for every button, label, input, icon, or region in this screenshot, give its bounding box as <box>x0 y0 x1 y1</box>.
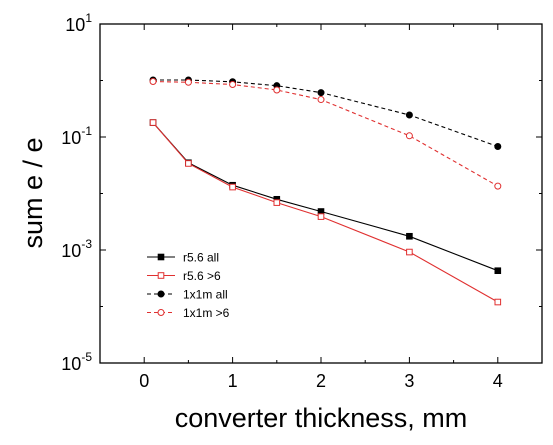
data-point <box>317 89 325 97</box>
series-line <box>152 80 499 187</box>
data-point <box>229 80 237 88</box>
legend-label: 1x1m all <box>183 288 228 302</box>
series-4 <box>149 78 502 190</box>
series-2 <box>149 119 502 306</box>
data-point <box>406 232 413 240</box>
data-point <box>185 160 192 167</box>
legend-label: r5.6 >6 <box>183 269 221 283</box>
y-tick-label: 101 <box>65 11 92 35</box>
x-tick-label: 4 <box>493 371 503 391</box>
data-point <box>229 183 236 191</box>
data-point <box>494 182 502 190</box>
x-tick-label: 3 <box>404 371 414 391</box>
data-point <box>273 199 281 206</box>
x-axis-label: converter thickness, mm <box>175 403 468 433</box>
data-point <box>494 298 502 306</box>
y-tick-label: 10-5 <box>61 350 92 374</box>
axis-ticks: 0 1 2 3 4 10-5 10-3 10-1 101 <box>61 11 543 391</box>
x-tick-label: 0 <box>139 371 149 391</box>
data-point <box>494 142 502 150</box>
data-point <box>149 78 157 86</box>
data-point <box>317 96 325 104</box>
series-3 <box>149 76 502 150</box>
data-point <box>184 78 192 86</box>
legend-marker <box>157 253 165 261</box>
legend-label: 1x1m >6 <box>183 306 230 320</box>
data-point <box>273 86 281 94</box>
y-tick-label: 10-3 <box>61 237 92 261</box>
legend: r5.6 all r5.6 >6 1x1m all 1x1m >6 <box>147 251 230 320</box>
data-point <box>405 132 413 140</box>
series-line <box>152 122 498 272</box>
data-point <box>494 267 502 275</box>
legend-marker <box>157 309 165 316</box>
legend-item: r5.6 >6 <box>147 269 221 283</box>
y-tick-label: 10-1 <box>61 124 92 148</box>
series-line <box>153 79 498 148</box>
plot-frame <box>99 23 543 364</box>
data-point <box>149 119 157 126</box>
x-tick-label: 1 <box>228 371 238 391</box>
legend-label: r5.6 all <box>183 251 219 265</box>
legend-marker <box>157 290 165 298</box>
data-point <box>317 213 325 220</box>
x-tick-label: 2 <box>316 371 326 391</box>
legend-item: 1x1m all <box>147 288 228 302</box>
legend-item: r5.6 all <box>147 251 219 265</box>
y-axis-label: sum e / e <box>18 137 48 248</box>
legend-marker <box>157 272 165 279</box>
legend-item: 1x1m >6 <box>147 306 230 320</box>
series-layer <box>149 76 502 306</box>
data-point <box>406 248 413 256</box>
data-point <box>405 111 413 119</box>
